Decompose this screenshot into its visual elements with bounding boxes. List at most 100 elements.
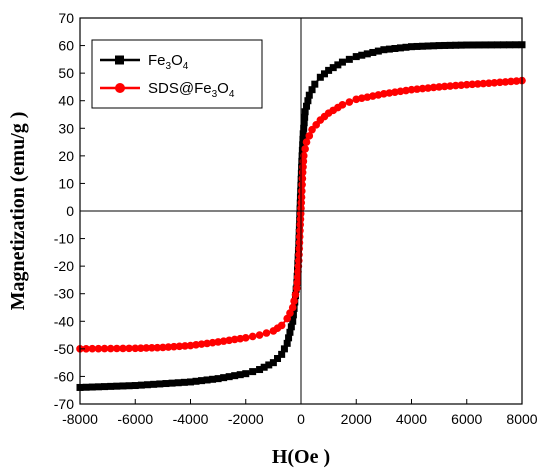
data-point xyxy=(125,344,133,353)
data-point xyxy=(209,375,217,383)
data-point xyxy=(369,48,377,56)
data-point xyxy=(181,342,189,350)
y-tick-label: -20 xyxy=(54,258,74,274)
data-point xyxy=(296,226,304,235)
data-point xyxy=(385,45,393,53)
data-point xyxy=(481,41,489,49)
data-point xyxy=(441,41,449,49)
data-point xyxy=(180,378,188,386)
data-point xyxy=(300,119,308,127)
data-point xyxy=(137,381,145,389)
data-point xyxy=(286,328,294,336)
data-point xyxy=(174,379,182,387)
data-point xyxy=(208,338,217,347)
data-point xyxy=(435,83,443,91)
data-point xyxy=(283,339,291,347)
data-point xyxy=(475,41,483,49)
data-point xyxy=(294,267,302,276)
y-tick-label: -60 xyxy=(54,368,74,384)
data-point xyxy=(192,341,200,349)
data-point xyxy=(293,278,302,287)
y-tick-label: -70 xyxy=(54,396,74,412)
data-point xyxy=(101,383,109,391)
data-point xyxy=(187,378,194,386)
data-point xyxy=(248,332,257,341)
data-point xyxy=(144,381,152,389)
legend-label: Fe3O4 xyxy=(148,52,189,72)
data-point xyxy=(305,91,313,99)
data-point xyxy=(468,80,477,89)
data-point xyxy=(269,359,277,367)
y-tick-label: 0 xyxy=(66,203,74,219)
data-point xyxy=(256,366,264,374)
data-point xyxy=(316,73,324,81)
data-point xyxy=(203,339,211,348)
x-tick-label: 0 xyxy=(297,411,305,427)
data-point xyxy=(136,344,145,352)
data-point xyxy=(311,80,319,88)
data-point xyxy=(214,375,222,383)
data-point xyxy=(345,55,353,63)
legend-box xyxy=(91,39,263,109)
data-point xyxy=(255,331,264,339)
data-point xyxy=(150,380,158,388)
data-point xyxy=(301,108,309,116)
data-point xyxy=(113,344,121,353)
data-point xyxy=(451,81,460,90)
data-point xyxy=(291,290,300,299)
y-tick-label: 10 xyxy=(58,175,74,191)
data-point xyxy=(289,311,297,319)
data-point xyxy=(285,334,293,342)
data-point xyxy=(485,79,493,87)
data-point xyxy=(413,85,421,93)
data-point xyxy=(299,130,307,138)
data-point xyxy=(249,368,257,376)
data-point xyxy=(225,373,233,381)
data-point xyxy=(457,41,465,49)
data-point xyxy=(162,380,170,388)
x-tick-label: -4000 xyxy=(173,411,209,427)
data-point xyxy=(148,344,156,352)
data-point xyxy=(293,273,302,281)
legend-label: SDS@Fe3O4 xyxy=(148,80,235,100)
data-point xyxy=(88,344,97,353)
y-tick-label: 30 xyxy=(58,120,74,136)
data-point xyxy=(242,370,250,378)
data-point xyxy=(358,51,366,59)
data-point xyxy=(302,138,311,146)
data-point xyxy=(287,323,295,331)
data-point xyxy=(82,344,90,353)
data-point xyxy=(298,181,306,189)
data-point xyxy=(274,355,282,363)
data-point xyxy=(487,41,495,49)
data-point xyxy=(299,135,307,143)
x-tick-label: 6000 xyxy=(451,411,482,427)
data-point xyxy=(293,284,301,293)
data-point xyxy=(198,377,206,385)
y-tick-label: -40 xyxy=(54,313,74,329)
y-tick-label: 40 xyxy=(58,93,74,109)
data-point xyxy=(94,383,102,391)
data-point xyxy=(391,44,399,52)
x-tick-label: -8000 xyxy=(62,411,98,427)
y-tick-label: -10 xyxy=(54,231,74,247)
data-point xyxy=(329,64,337,72)
data-point xyxy=(260,363,268,371)
data-point xyxy=(295,232,304,241)
data-point xyxy=(352,53,360,61)
data-point xyxy=(203,376,211,384)
data-point xyxy=(305,132,314,140)
x-axis-label: H(Oe ) xyxy=(272,446,330,468)
data-point xyxy=(408,43,415,51)
x-tick-label: 8000 xyxy=(506,411,537,427)
data-point xyxy=(490,78,499,87)
data-point xyxy=(197,340,206,348)
data-point xyxy=(429,83,438,92)
y-tick-label: 20 xyxy=(58,148,74,164)
data-point xyxy=(142,344,151,352)
ticks-layer: -8000 -6000 -4000 -2000 0 2000 4000 6000 8000 -70… xyxy=(54,10,538,427)
legend-marker xyxy=(115,83,125,93)
data-point xyxy=(262,329,271,337)
data-point xyxy=(299,141,307,149)
data-point xyxy=(338,101,347,109)
